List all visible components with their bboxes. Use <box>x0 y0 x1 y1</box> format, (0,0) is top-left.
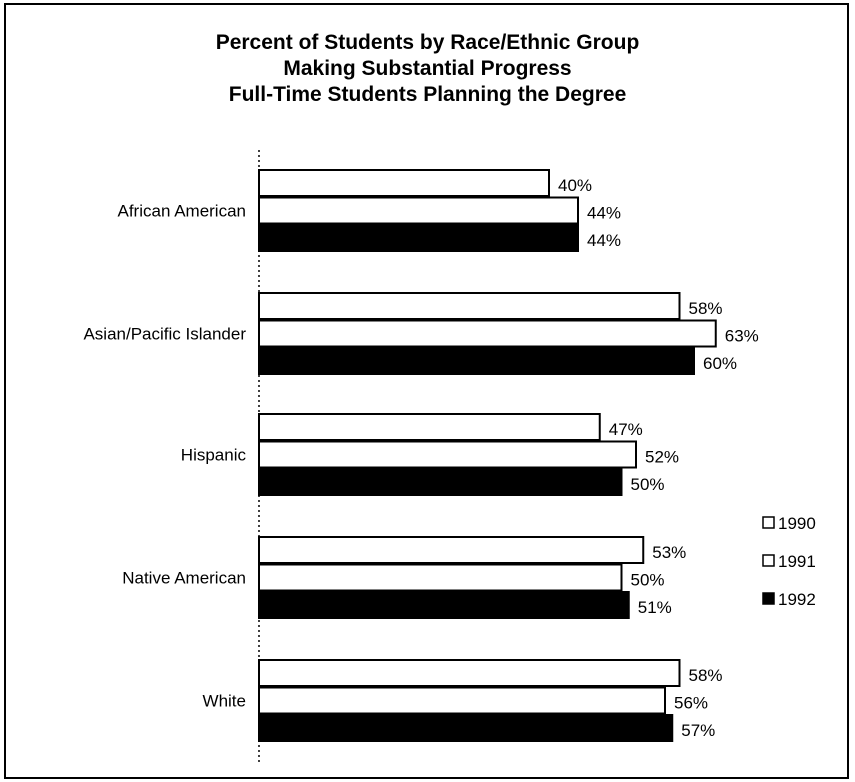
bar-1992 <box>258 714 674 742</box>
data-label: 53% <box>652 543 686 562</box>
data-label: 52% <box>645 448 679 467</box>
bar-1990 <box>258 292 681 320</box>
data-label: 50% <box>631 475 665 494</box>
bar-1991 <box>258 440 637 469</box>
data-label: 58% <box>689 299 723 318</box>
chart-title: Percent of Students by Race/Ethnic Group… <box>0 30 855 108</box>
legend-label: 1991 <box>778 552 816 571</box>
bar-1990 <box>258 413 601 441</box>
data-label: 47% <box>609 420 643 439</box>
bar-1991 <box>258 196 579 225</box>
category-label: White <box>203 692 246 711</box>
chart-title-line-2: Making Substantial Progress <box>283 57 572 80</box>
bar-1992 <box>258 347 695 375</box>
bar-1992 <box>258 468 623 496</box>
bar-1990 <box>258 659 681 687</box>
legend-label: 1992 <box>778 590 816 609</box>
data-label: 40% <box>558 176 592 195</box>
bar-1991 <box>258 686 666 715</box>
bar-1992 <box>258 591 630 619</box>
data-label: 51% <box>638 598 672 617</box>
category-label: African American <box>118 202 247 221</box>
legend-swatch-1991 <box>762 554 775 567</box>
data-label: 56% <box>674 694 708 713</box>
bar-1990 <box>258 169 550 197</box>
chart-title-line-3: Full-Time Students Planning the Degree <box>228 83 627 106</box>
chart-frame <box>4 3 849 779</box>
data-label: 60% <box>703 354 737 373</box>
data-label: 58% <box>689 666 723 685</box>
bar-1991 <box>258 319 717 348</box>
bar-1991 <box>258 563 623 592</box>
category-label: Native American <box>122 569 246 588</box>
legend-swatch-1990 <box>762 516 775 529</box>
bar-1992 <box>258 224 579 252</box>
legend-swatch-1992 <box>762 592 775 605</box>
chart-title-line-1: Percent of Students by Race/Ethnic Group <box>215 31 640 54</box>
data-label: 44% <box>587 231 621 250</box>
category-label: Asian/Pacific Islander <box>83 325 246 344</box>
data-label: 63% <box>725 327 759 346</box>
category-label: Hispanic <box>181 446 247 465</box>
bar-1990 <box>258 536 645 564</box>
data-label: 50% <box>631 571 665 590</box>
data-label: 44% <box>587 204 621 223</box>
legend-label: 1990 <box>778 514 816 533</box>
data-label: 57% <box>681 721 715 740</box>
